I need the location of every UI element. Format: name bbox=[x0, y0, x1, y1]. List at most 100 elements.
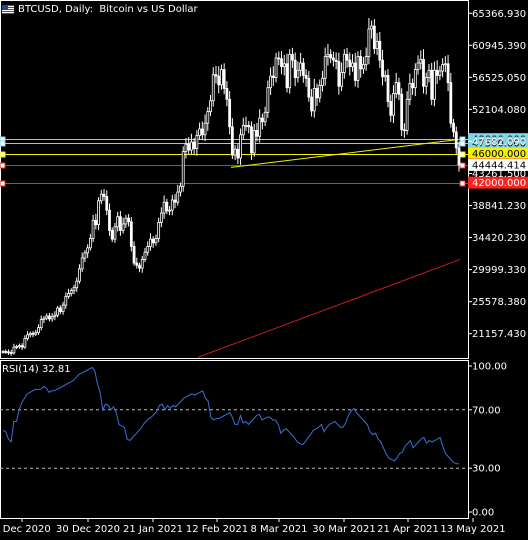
candle-up bbox=[438, 70, 442, 76]
candle-up bbox=[184, 143, 188, 152]
chart-title: BTCUSD, Daily: Bitcoin vs US Dollar bbox=[18, 3, 198, 15]
candle-up bbox=[433, 69, 436, 100]
candle-up bbox=[45, 315, 49, 319]
candle-up bbox=[116, 216, 120, 228]
candle-down bbox=[192, 141, 196, 149]
y-tick-label: 29999.330 bbox=[472, 265, 526, 276]
candle-down bbox=[250, 126, 253, 154]
candle-down bbox=[222, 69, 226, 89]
candle-up bbox=[405, 98, 409, 131]
candle-up bbox=[23, 338, 27, 348]
rsi-tick-label: 0.00 bbox=[472, 508, 494, 519]
price-level-tag bbox=[468, 176, 528, 189]
candle-up bbox=[78, 268, 81, 282]
candle-down bbox=[20, 345, 24, 348]
candle-up bbox=[312, 88, 316, 112]
candle-up bbox=[181, 151, 185, 187]
x-tick-label: 30 Mar 2021 bbox=[312, 524, 375, 535]
y-tick-label: 56525.050 bbox=[472, 73, 526, 84]
candle-down bbox=[446, 63, 450, 84]
candle-up bbox=[413, 69, 417, 89]
level-handle-left bbox=[0, 151, 6, 158]
rsi-pane-border bbox=[0, 360, 469, 519]
candle-up bbox=[233, 148, 237, 156]
candle-up bbox=[356, 56, 360, 81]
chart-header: BTCUSD, Daily: Bitcoin vs US Dollar bbox=[2, 2, 198, 16]
candle-up bbox=[15, 346, 19, 348]
candle-up bbox=[179, 185, 182, 193]
candle-down bbox=[132, 245, 136, 264]
candle-up bbox=[424, 77, 428, 87]
candle-down bbox=[337, 61, 341, 87]
candle-down bbox=[102, 193, 106, 197]
candle-down bbox=[397, 82, 401, 95]
candle-up bbox=[282, 63, 286, 68]
candle-up bbox=[367, 28, 371, 57]
price-level-tag bbox=[468, 136, 528, 149]
level-handle-right bbox=[459, 162, 466, 169]
candle-up bbox=[67, 293, 70, 297]
candle-up bbox=[72, 287, 76, 292]
candle-up bbox=[42, 317, 46, 320]
candles-layer bbox=[1, 17, 461, 356]
candle-down bbox=[165, 201, 169, 212]
candle-up bbox=[299, 62, 303, 71]
candle-down bbox=[214, 74, 218, 77]
candle-up bbox=[143, 251, 147, 260]
candle-up bbox=[50, 316, 54, 320]
candle-up bbox=[80, 257, 84, 270]
candle-down bbox=[315, 88, 319, 99]
rsi-line bbox=[2, 366, 459, 465]
candle-up bbox=[75, 280, 79, 289]
candle-down bbox=[449, 82, 453, 124]
candle-down bbox=[411, 82, 414, 89]
axis-labels-layer: 65366.930 60945.390 56525.050 52104.080 4768… bbox=[0, 9, 526, 535]
candle-up bbox=[53, 314, 57, 318]
main-pane-border bbox=[0, 0, 469, 359]
candle-down bbox=[329, 53, 333, 59]
candle-up bbox=[162, 201, 166, 214]
candle-up bbox=[321, 77, 324, 86]
candle-up bbox=[263, 111, 267, 123]
candle-up bbox=[266, 87, 270, 113]
candle-down bbox=[386, 74, 390, 102]
candle-up bbox=[441, 64, 445, 72]
candle-down bbox=[293, 59, 297, 78]
x-tick-label: 8 Mar 2021 bbox=[250, 524, 307, 535]
candle-up bbox=[37, 327, 40, 334]
candle-up bbox=[443, 63, 447, 66]
candle-down bbox=[48, 315, 51, 320]
candle-down bbox=[119, 216, 122, 231]
candle-down bbox=[94, 219, 98, 226]
candle-up bbox=[146, 245, 150, 253]
candle-up bbox=[340, 72, 343, 87]
rsi-tick-label: 70.00 bbox=[472, 405, 501, 416]
candle-down bbox=[301, 62, 305, 76]
candle-down bbox=[307, 77, 311, 98]
y-tick-label: 21157.430 bbox=[472, 329, 526, 340]
candle-up bbox=[296, 69, 300, 78]
candle-up bbox=[203, 122, 207, 136]
x-tick-label: 21 Apr 2021 bbox=[377, 524, 439, 535]
y-tick-label: 43261.500 bbox=[472, 169, 526, 180]
candle-up bbox=[64, 296, 68, 306]
candle-up bbox=[326, 53, 330, 57]
candle-up bbox=[206, 111, 210, 124]
candle-up bbox=[88, 238, 92, 249]
candle-up bbox=[61, 304, 65, 313]
candle-up bbox=[26, 334, 29, 339]
candle-down bbox=[430, 69, 434, 100]
candle-up bbox=[220, 69, 223, 86]
candle-down bbox=[280, 58, 283, 68]
y-tick-label: 38841.230 bbox=[472, 201, 526, 212]
candle-up bbox=[190, 141, 193, 151]
candle-up bbox=[157, 222, 161, 239]
y-tick-label: 25578.380 bbox=[472, 297, 526, 308]
candle-down bbox=[135, 262, 139, 266]
current-price-label: 44444.414 bbox=[472, 160, 526, 171]
candle-up bbox=[364, 56, 368, 65]
x-tick-label: 12 Feb 2021 bbox=[186, 524, 248, 535]
candle-up bbox=[323, 56, 327, 79]
candle-down bbox=[452, 122, 455, 133]
